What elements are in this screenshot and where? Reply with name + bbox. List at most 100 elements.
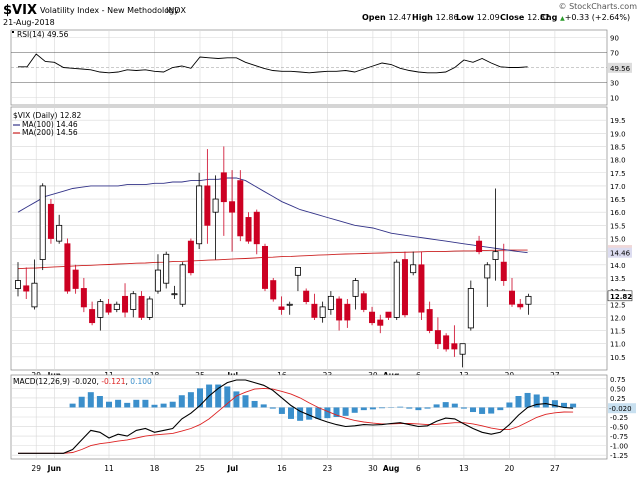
- macd-histogram-bar: [142, 400, 148, 408]
- macd-histogram-bar: [270, 407, 276, 408]
- description-label: Volatility Index - New Methodology: [40, 6, 179, 15]
- macd-legend-part: 0.100: [130, 377, 152, 386]
- candle-body: [98, 302, 103, 318]
- candle-body: [287, 304, 292, 305]
- macd-legend: MACD(12,26,9) -0.020, -0.121, 0.100: [13, 377, 152, 386]
- date-label: 21-Aug-2018: [3, 18, 55, 27]
- candle-body: [180, 265, 185, 304]
- candle-body: [411, 265, 416, 273]
- candle-body: [468, 288, 473, 327]
- macd-histogram-bar: [306, 407, 312, 419]
- candle-body: [57, 225, 62, 241]
- price-tick-label: 12.0: [610, 314, 626, 322]
- exchange-label: INDX: [166, 6, 187, 15]
- candle-body: [353, 281, 358, 297]
- macd-histogram-bar: [525, 393, 531, 408]
- candle-body: [238, 181, 243, 236]
- macd-histogram-bar: [197, 388, 203, 407]
- candle-body: [501, 262, 506, 280]
- macd-tick-label: 0.25: [610, 395, 626, 403]
- candle: [147, 296, 152, 320]
- candle-body: [205, 186, 210, 225]
- candle: [394, 260, 399, 320]
- x-tick-label: Aug: [383, 464, 400, 473]
- price-tick-label: 17.5: [610, 170, 626, 178]
- macd-tick-label: 0.50: [610, 385, 626, 393]
- candle-body: [106, 304, 111, 312]
- macd-histogram-bar: [179, 395, 185, 407]
- candle: [444, 333, 449, 351]
- x-tick-label: 25: [195, 464, 205, 473]
- symbol-label: $VIX: [3, 3, 37, 18]
- candle-body: [172, 294, 177, 295]
- candle: [164, 252, 169, 289]
- candle-body: [90, 310, 95, 323]
- candle: [304, 288, 309, 304]
- x-tick-label: Jul: [226, 464, 238, 473]
- candle-body: [40, 186, 45, 260]
- macd-histogram-bar: [415, 407, 421, 410]
- price-legend: $VIX (Daily) 12.82 MA(100) 14.46MA(200) …: [13, 111, 82, 137]
- price-tick-label: 13.5: [610, 275, 626, 283]
- x-tick-label: 6: [416, 464, 421, 473]
- price-tick-label: 16.0: [610, 209, 626, 217]
- ohlc-label: Chg: [540, 13, 560, 22]
- candle-body: [493, 252, 498, 260]
- macd-histogram-bar: [324, 407, 330, 418]
- candle: [262, 244, 267, 291]
- price-tick-label: 12.5: [610, 301, 626, 309]
- ma100-value-tag: 14.46: [610, 250, 631, 258]
- macd-histogram-bar: [470, 407, 476, 412]
- macd-histogram-bar: [361, 407, 367, 410]
- candle-body: [509, 291, 514, 304]
- macd-histogram-bar: [224, 386, 230, 407]
- candle-body: [221, 173, 226, 202]
- candle-body: [476, 241, 481, 252]
- candle-body: [246, 217, 251, 241]
- candle-body: [122, 296, 127, 312]
- x-tick-label: 13: [459, 464, 469, 473]
- macd-histogram-bar: [443, 402, 449, 407]
- candle-body: [24, 286, 29, 291]
- ohlc-low: Low 12.09: [456, 13, 500, 22]
- ohlc-value: +0.33 (+2.64%): [565, 13, 630, 22]
- candle: [180, 262, 185, 307]
- price-title: $VIX (Daily) 12.82: [13, 111, 82, 120]
- macd-tick-label: -0.75: [610, 433, 628, 441]
- price-tick-label: 15.0: [610, 236, 626, 244]
- candle: [65, 239, 70, 294]
- candle: [188, 239, 193, 276]
- macd-histogram-bar: [397, 407, 403, 408]
- macd-histogram-bar: [370, 407, 376, 409]
- candle-body: [147, 299, 152, 317]
- price-tick-label: 10.5: [610, 354, 626, 362]
- rsi-tick-label: 10: [610, 95, 619, 103]
- ohlc-open: Open 12.47: [362, 13, 411, 22]
- candle-body: [320, 307, 325, 318]
- candle-body: [312, 304, 317, 317]
- candle-body: [164, 254, 169, 283]
- ohlc-label: High: [412, 13, 436, 22]
- watermark: © StockCharts.com: [559, 2, 638, 11]
- rsi-tick-label: 30: [610, 80, 619, 88]
- candle-body: [65, 244, 70, 291]
- macd-histogram-bar: [516, 396, 522, 407]
- x-tick-label: 23: [323, 464, 333, 473]
- macd-histogram-bar: [543, 397, 549, 408]
- rsi-tick-label: 90: [610, 35, 619, 43]
- candle-body: [197, 186, 202, 244]
- price-tick-label: 15.5: [610, 222, 626, 230]
- x-tick-label: 11: [104, 464, 114, 473]
- candle: [238, 170, 243, 241]
- candle-body: [394, 262, 399, 317]
- candle-body: [369, 312, 374, 323]
- ohlc-value: 12.47: [388, 13, 411, 22]
- candle-body: [262, 246, 267, 288]
- macd-histogram-bar: [488, 407, 494, 413]
- ma-legend-entry: MA(200) 14.56: [22, 128, 78, 137]
- macd-last-value-tag: -0.020: [608, 403, 636, 413]
